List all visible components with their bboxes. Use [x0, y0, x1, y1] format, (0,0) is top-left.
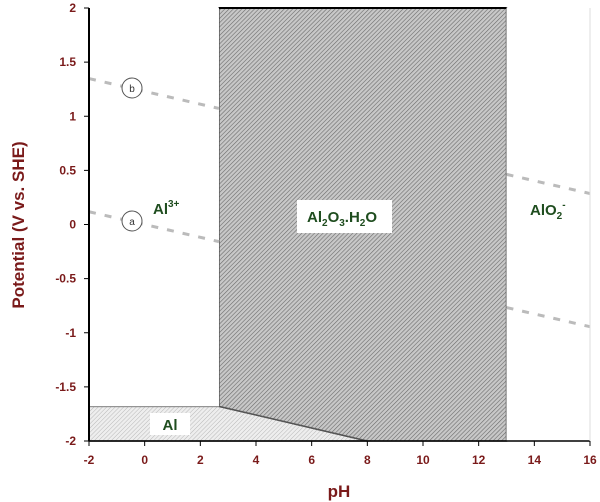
- region-label-oxide: Al2O3.H2O: [307, 209, 377, 229]
- y-tick-label: -1: [65, 326, 76, 340]
- x-tick-label: -2: [84, 453, 95, 467]
- x-tick-label: 4: [253, 453, 260, 467]
- oxide-part: .H: [345, 209, 360, 226]
- water-line-b-left: [88, 77, 220, 110]
- alo2-base: AlO: [530, 202, 557, 219]
- oxide-sub: 2: [322, 218, 328, 229]
- y-tick-label: 2: [69, 1, 76, 15]
- y-tick-label: 0.5: [59, 163, 76, 177]
- y-tick-label: -0.5: [55, 272, 76, 286]
- region-label-al: Al: [163, 417, 178, 434]
- water-line-a-left: [88, 210, 220, 244]
- y-tick-label: 0: [69, 218, 76, 232]
- oxide-sub: 3: [339, 218, 345, 229]
- y-tick-label: -1.5: [55, 380, 76, 394]
- x-tick-label: 16: [583, 453, 597, 467]
- line-a-marker: [121, 210, 143, 232]
- oxide-sub: 2: [360, 218, 366, 229]
- y-axis-label: Potential (V vs. SHE): [9, 141, 28, 308]
- line-a-label: a: [129, 217, 135, 228]
- x-tick-label: 6: [308, 453, 315, 467]
- oxide-label-bg: [297, 200, 392, 233]
- region-alo2: [506, 8, 590, 441]
- oxide-part: O: [365, 209, 377, 226]
- al-label-bg: [150, 413, 190, 435]
- oxide-part: O: [328, 209, 340, 226]
- line-b-label: b: [129, 84, 135, 95]
- x-tick-label: 14: [528, 453, 542, 467]
- al3-base: Al: [153, 201, 168, 218]
- x-axis-label: pH: [328, 482, 351, 501]
- alo2-sub: 2: [557, 211, 563, 222]
- y-tick-label: 1: [69, 109, 76, 123]
- oxide-part: Al: [307, 209, 322, 226]
- alo2-sup: -: [562, 200, 565, 211]
- x-tick-label: 0: [141, 453, 148, 467]
- y-tick-label: 1.5: [59, 55, 76, 69]
- al3-sup: 3+: [168, 199, 180, 210]
- region-label-al3plus: Al3+: [153, 199, 180, 218]
- x-tick-label: 10: [416, 453, 430, 467]
- line-b-marker: [121, 77, 143, 99]
- x-tick-label: 12: [472, 453, 486, 467]
- x-tick-label: 2: [197, 453, 204, 467]
- region-al3: [89, 8, 219, 407]
- region-label-alo2: AlO2-: [530, 200, 566, 222]
- x-tick-label: 8: [364, 453, 371, 467]
- y-tick-label: -2: [65, 434, 76, 448]
